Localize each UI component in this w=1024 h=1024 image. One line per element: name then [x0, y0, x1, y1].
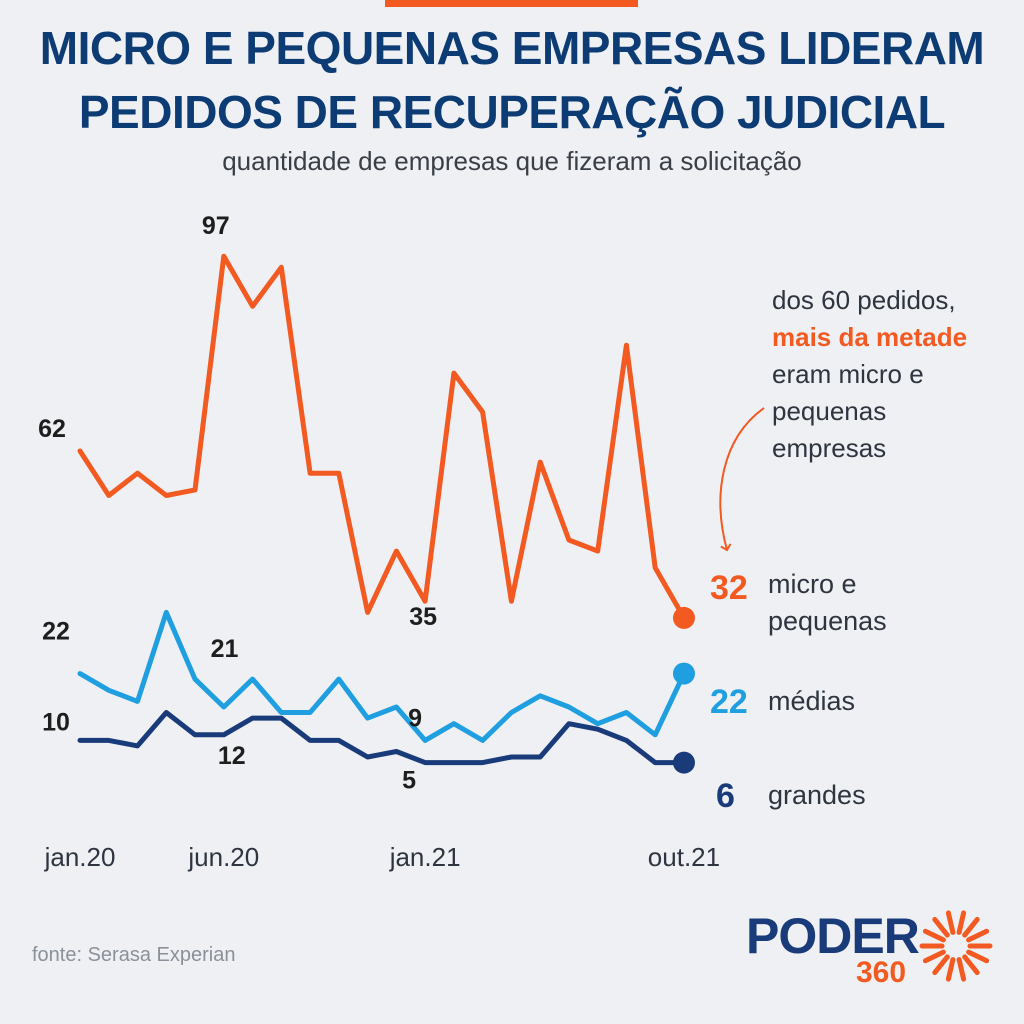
sun-ray [932, 916, 950, 938]
sun-ray [945, 910, 956, 935]
subtitle: quantidade de empresas que fizeram a sol… [222, 146, 802, 176]
series-line-micro [77, 253, 687, 621]
top-accent-bar [385, 0, 638, 7]
data-label-medias-6: 21 [211, 635, 239, 663]
annotation-highlight: mais da metade [772, 322, 968, 352]
sun-ray [945, 957, 956, 982]
end-dot-grandes [672, 751, 695, 774]
data-labels-group: 62 97 35 22 21 9 10 12 5 [38, 212, 437, 794]
x-tick-label: out.21 [648, 842, 720, 872]
title-line-2: PEDIDOS DE RECUPERAÇÃO JUDICIAL [78, 86, 946, 138]
annotation-line-1: dos 60 pedidos, [772, 285, 956, 315]
data-label-micro-12: 35 [409, 603, 437, 631]
end-dot-micro [672, 606, 695, 629]
annotation-line-5: empresas [772, 433, 887, 463]
annotation-line-4: pequenas [772, 396, 887, 426]
series-line-medias [77, 609, 687, 743]
poder360-logo: PODER 360 [746, 908, 996, 998]
x-tick-label: jan.20 [44, 842, 116, 872]
sun-ray [922, 928, 946, 943]
line-chart: 62 97 35 22 21 9 10 12 5 jan.20 jun.20 jan.21 out.2… [38, 212, 765, 872]
data-label-grandes-0: 10 [42, 708, 70, 736]
data-label-medias-12: 9 [408, 704, 422, 732]
logo-number: 360 [856, 956, 907, 989]
x-axis-ticks: jan.20 jun.20 jan.21 out.21 [44, 842, 721, 872]
source-note: fonte: Serasa Experian [32, 944, 236, 966]
sun-ray [962, 954, 980, 976]
sun-ray [966, 949, 990, 964]
sun-ray [956, 910, 967, 935]
data-label-micro-0: 62 [38, 415, 66, 443]
series-line-grandes [77, 710, 687, 766]
data-label-grandes-12: 5 [402, 767, 416, 795]
x-tick-label: jan.21 [389, 842, 461, 872]
annotation-line-3: eram micro e [772, 359, 924, 389]
micro-label-1: micro e [768, 569, 857, 599]
annotation-arrow [719, 407, 765, 552]
sun-ray [932, 954, 950, 976]
sun-ray [962, 916, 980, 938]
sun-ray [922, 949, 946, 964]
series-group [77, 253, 695, 774]
micro-label-2: pequenas [768, 606, 887, 636]
x-tick-label: jun.20 [187, 842, 259, 872]
data-label-medias-0: 22 [42, 618, 70, 646]
medias-end-value: 22 [710, 683, 748, 721]
annotation-text: dos 60 pedidos, mais da metade eram micr… [772, 282, 967, 467]
data-label-grandes-5: 12 [218, 742, 246, 770]
sun-ray [966, 928, 990, 943]
grandes-label: grandes [768, 780, 866, 810]
medias-label: médias [768, 686, 856, 716]
logo-wordmark: PODER [746, 908, 920, 964]
end-dot-medias [672, 662, 695, 685]
title-line-1: MICRO E PEQUENAS EMPRESAS LIDERAM [39, 22, 985, 74]
sun-ray [956, 957, 967, 982]
sun-icon [919, 910, 993, 982]
grandes-end-value: 6 [716, 777, 735, 815]
micro-end-value: 32 [710, 569, 748, 607]
data-label-micro-5: 97 [202, 212, 230, 240]
